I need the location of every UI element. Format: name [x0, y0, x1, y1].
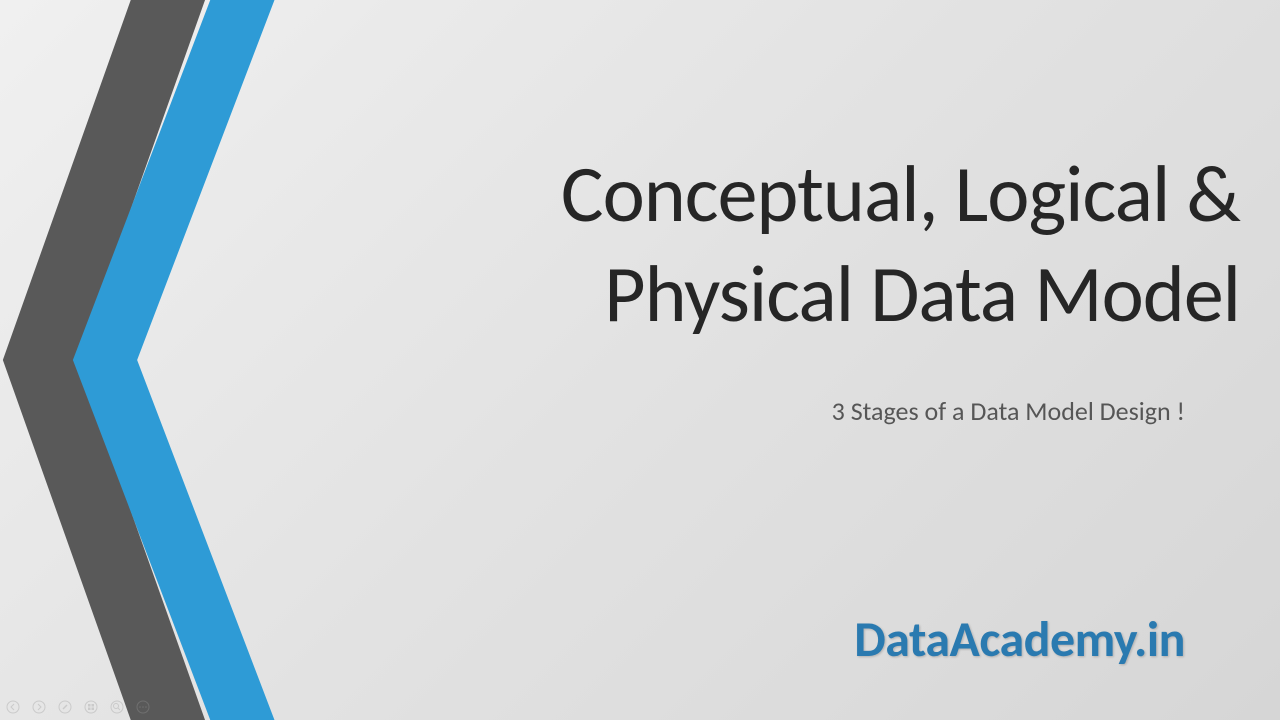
presentation-controls: [4, 698, 152, 716]
pen-tool-icon[interactable]: [56, 698, 74, 716]
prev-slide-icon[interactable]: [4, 698, 22, 716]
brand-logo-text: DataAcademy.in: [854, 609, 1185, 670]
more-options-icon[interactable]: [134, 698, 152, 716]
next-slide-icon[interactable]: [30, 698, 48, 716]
title-line-2: Physical Data Model: [604, 246, 1240, 343]
zoom-icon[interactable]: [108, 698, 126, 716]
slide-title: Conceptual, Logical & Physical Data Mode…: [300, 145, 1240, 345]
slide-subtitle: 3 Stages of a Data Model Design !: [400, 395, 1185, 427]
slide-container: Conceptual, Logical & Physical Data Mode…: [0, 0, 1280, 720]
chevron-blue-decoration: [0, 0, 320, 720]
view-all-icon[interactable]: [82, 698, 100, 716]
title-line-1: Conceptual, Logical &: [561, 146, 1240, 243]
